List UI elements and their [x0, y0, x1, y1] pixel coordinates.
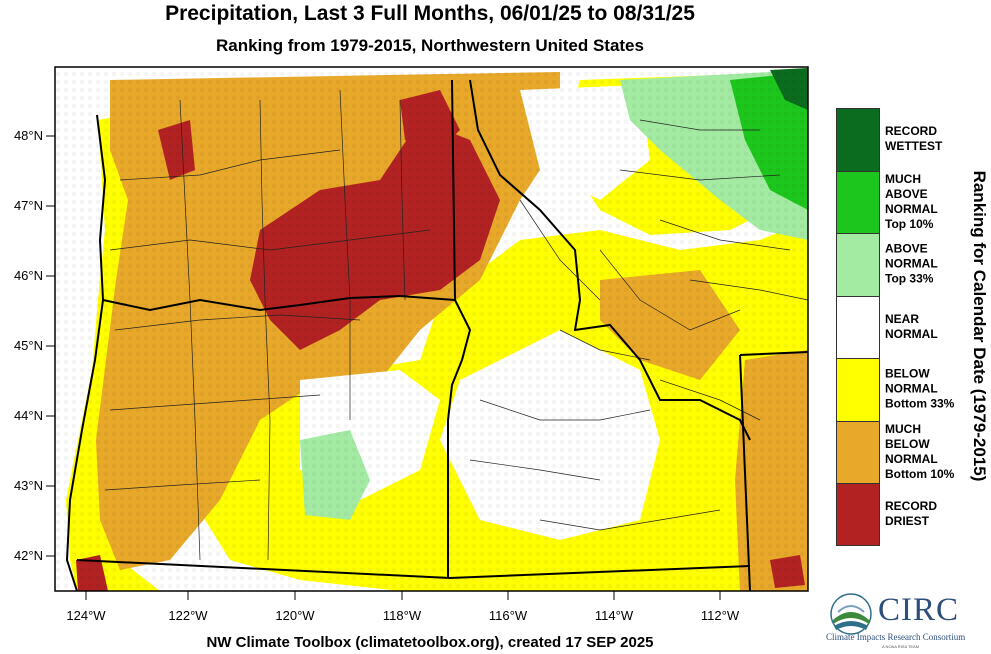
credit-line: NW Climate Toolbox (climatetoolbox.org),… [206, 634, 654, 651]
lon-label: 116°W [489, 608, 528, 623]
circ-logo: CIRC Climate Impacts Research Consortium… [822, 590, 990, 652]
logo-wordmark: CIRC [878, 592, 960, 628]
legend-item: MUCH ABOVE NORMAL Top 10% [836, 170, 991, 233]
legend-swatch [836, 108, 880, 171]
map-panel [55, 67, 808, 591]
lon-label: 118°W [383, 608, 422, 623]
legend-swatch [836, 295, 880, 358]
legend-item: MUCH BELOW NORMAL Bottom 10% [836, 420, 991, 483]
axis-ticks [46, 135, 721, 600]
map-frame [54, 66, 809, 592]
state-boundaries [65, 79, 808, 591]
longitude-labels: 124°W 122°W 120°W 118°W 116°W 114°W 112°… [66, 608, 739, 623]
legend-item: RECORD WETTEST [836, 108, 991, 171]
county-boundaries [104, 89, 808, 561]
lat-label: 47°N [14, 198, 43, 213]
map-title: Precipitation, Last 3 Full Months, 06/01… [165, 2, 695, 25]
lat-label: 42°N [14, 548, 43, 563]
legend-item: NEAR NORMAL [836, 295, 991, 358]
legend-item: BELOW NORMAL Bottom 33% [836, 358, 991, 421]
legend-label: MUCH ABOVE NORMAL Top 10% [885, 171, 938, 231]
lon-label: 114°W [595, 608, 634, 623]
lat-label: 45°N [14, 338, 43, 353]
lon-label: 112°W [701, 608, 740, 623]
circ-logo-icon [830, 593, 872, 635]
lat-label: 48°N [14, 128, 43, 143]
lon-label: 124°W [66, 608, 106, 623]
legend-label: MUCH BELOW NORMAL Bottom 10% [885, 421, 955, 481]
mt-wy-border [739, 351, 808, 356]
or-id-border [447, 299, 472, 578]
legend-swatch [836, 170, 880, 233]
lat-label: 44°N [14, 408, 43, 423]
legend: RECORD WETTEST MUCH ABOVE NORMAL Top 10% A… [836, 108, 991, 546]
legend-label: BELOW NORMAL Bottom 33% [885, 366, 955, 411]
logo-tagline: A NOAA RISA TEAM [882, 644, 920, 649]
lat-label: 46°N [14, 268, 43, 283]
coastline [65, 114, 107, 591]
legend-label: RECORD WETTEST [885, 124, 943, 154]
legend-label: NEAR NORMAL [885, 311, 938, 341]
legend-label: ABOVE NORMAL Top 33% [885, 241, 938, 286]
map-subtitle: Ranking from 1979-2015, Northwestern Uni… [216, 36, 644, 55]
grid-texture [55, 67, 808, 591]
id-south-border [449, 565, 751, 579]
legend-swatch [836, 233, 880, 296]
legend-swatch [836, 483, 880, 546]
legend-title: Ranking for Calendar Date (1979-2015) [970, 170, 989, 482]
id-wy-border [739, 354, 751, 591]
id-mt-border [469, 79, 751, 441]
legend-label: RECORD DRIEST [885, 499, 938, 529]
id-wa-border [451, 79, 456, 301]
lon-label: 120°W [275, 608, 315, 623]
legend-item: RECORD DRIEST [836, 483, 991, 546]
or-south-border [76, 559, 451, 579]
lon-label: 122°W [168, 608, 208, 623]
legend-swatch [836, 420, 880, 483]
logo-full-name: Climate Impacts Research Consortium [826, 632, 966, 642]
legend-swatch [836, 358, 880, 421]
latitude-labels: 48°N 47°N 46°N 45°N 44°N 43°N 42°N [14, 128, 43, 563]
wa-or-border [102, 294, 456, 312]
lat-label: 43°N [14, 478, 43, 493]
legend-item: ABOVE NORMAL Top 33% [836, 233, 991, 296]
